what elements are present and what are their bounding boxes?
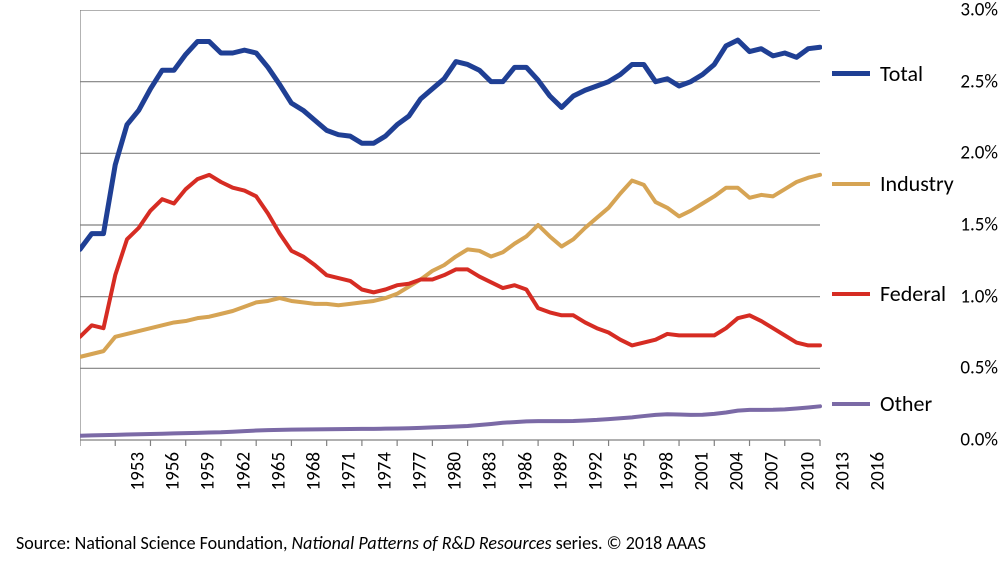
x-tick-label: 1977 (408, 452, 431, 491)
x-tick-label: 1956 (162, 452, 185, 491)
legend-label: Federal (880, 280, 946, 307)
x-tick-label: 1968 (303, 452, 326, 491)
source-prefix: Source: National Science Foundation, (16, 532, 292, 554)
y-tick-label: 2.5% (924, 70, 998, 93)
x-tick-label: 1989 (549, 452, 572, 491)
x-tick-label: 1995 (620, 452, 643, 491)
x-tick-label: 2016 (867, 452, 890, 491)
x-tick-label: 1986 (514, 452, 537, 491)
x-tick-label: 2001 (690, 452, 713, 491)
x-tick-label: 2007 (761, 452, 784, 491)
legend-item-industry: Industry (832, 170, 954, 197)
x-tick-label: 2004 (726, 452, 749, 491)
x-tick-label: 1965 (267, 452, 290, 491)
legend-label: Industry (880, 170, 954, 197)
x-tick-label: 1962 (232, 452, 255, 491)
x-tick-label: 1971 (338, 452, 361, 491)
legend-item-other: Other (832, 390, 932, 417)
source-suffix: series. © 2018 AAAS (552, 532, 706, 554)
legend-label: Total (880, 60, 923, 87)
line-chart (80, 10, 822, 450)
y-tick-label: 2.0% (924, 142, 998, 165)
x-tick-label: 1959 (197, 452, 220, 491)
x-tick-label: 1953 (127, 452, 150, 491)
x-tick-label: 2010 (796, 452, 819, 491)
source-citation: Source: National Science Foundation, Nat… (16, 532, 706, 554)
x-tick-label: 1983 (479, 452, 502, 491)
legend-swatch (832, 71, 870, 76)
y-tick-label: 1.5% (924, 214, 998, 237)
y-tick-label: 0.5% (924, 357, 998, 380)
series-other (80, 406, 820, 435)
x-tick-label: 2013 (831, 452, 854, 491)
y-tick-label: 3.0% (924, 0, 998, 22)
legend-label: Other (880, 390, 932, 417)
legend-swatch (832, 182, 870, 186)
legend-swatch (832, 402, 870, 406)
x-tick-label: 1974 (373, 452, 396, 491)
chart-container: 0.0%0.5%1.0%1.5%2.0%2.5%3.0% 19531956195… (0, 0, 1004, 566)
x-tick-label: 1998 (655, 452, 678, 491)
legend-item-federal: Federal (832, 280, 946, 307)
x-tick-label: 1980 (444, 452, 467, 491)
series-total (80, 40, 820, 249)
x-tick-label: 1992 (585, 452, 608, 491)
y-tick-label: 0.0% (924, 429, 998, 452)
source-italic: National Patterns of R&D Resources (292, 532, 552, 554)
legend-item-total: Total (832, 60, 923, 87)
series-industry (80, 175, 820, 357)
legend-swatch (832, 292, 870, 296)
